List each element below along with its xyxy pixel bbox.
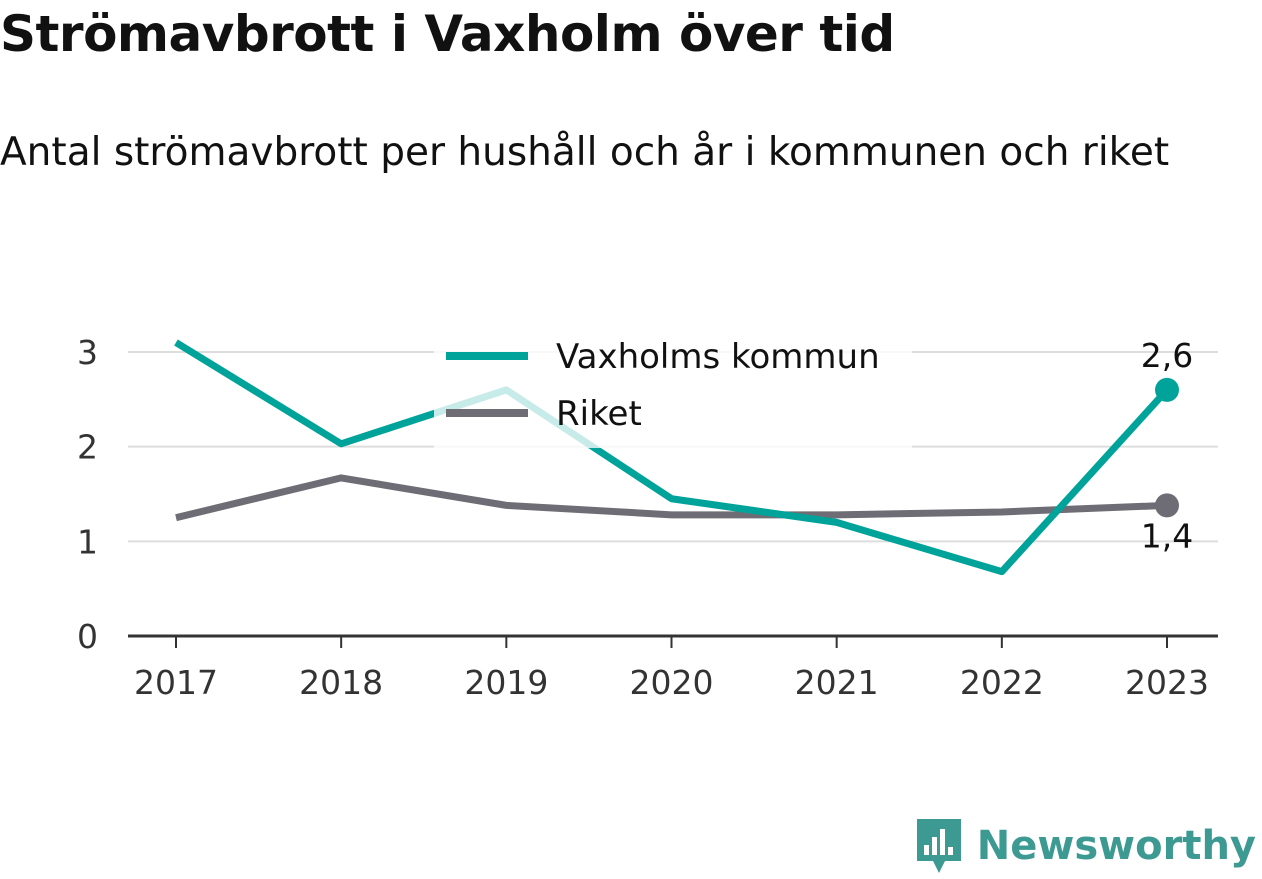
x-axis-ticks: 2017 2018 2019 2020 2021 2022 2023 <box>134 636 1209 702</box>
y-axis-ticks: 0 1 2 3 <box>77 333 98 656</box>
newsworthy-brand: Newsworthy <box>915 817 1256 875</box>
y-tick-label: 2 <box>77 428 98 467</box>
legend: Vaxholms kommun Riket <box>434 326 912 448</box>
endpoint-dot-riket <box>1155 493 1179 518</box>
endpoint-label-riket: 1,4 <box>1141 516 1193 555</box>
x-tick-label: 2023 <box>1125 663 1209 702</box>
endpoint-label-vaxholm: 2,6 <box>1141 336 1193 375</box>
endpoint-dot-vaxholm <box>1155 377 1179 402</box>
y-tick-label: 3 <box>77 333 98 372</box>
y-tick-label: 0 <box>77 617 98 656</box>
x-tick-label: 2022 <box>960 663 1044 702</box>
series-endpoints: 2,6 1,4 <box>1141 336 1193 555</box>
x-tick-label: 2021 <box>795 663 879 702</box>
newsworthy-logo-icon <box>916 819 961 873</box>
x-tick-label: 2017 <box>134 663 218 702</box>
y-tick-label: 1 <box>77 522 98 561</box>
x-tick-label: 2018 <box>299 663 383 702</box>
x-tick-label: 2020 <box>630 663 714 702</box>
chart-title: Strömavbrott i Vaxholm över tid <box>0 5 895 63</box>
series-line-riket <box>175 474 1168 522</box>
brand-name: Newsworthy <box>976 823 1256 869</box>
legend-label-riket: Riket <box>556 394 642 434</box>
legend-label-vaxholm: Vaxholms kommun <box>556 337 880 377</box>
legend-background <box>434 326 912 448</box>
series-line-vaxholm <box>174 339 1170 576</box>
x-tick-label: 2019 <box>464 663 548 702</box>
series-lines <box>174 339 1170 576</box>
chart-subtitle: Antal strömavbrott per hushåll och år i … <box>0 130 1170 175</box>
